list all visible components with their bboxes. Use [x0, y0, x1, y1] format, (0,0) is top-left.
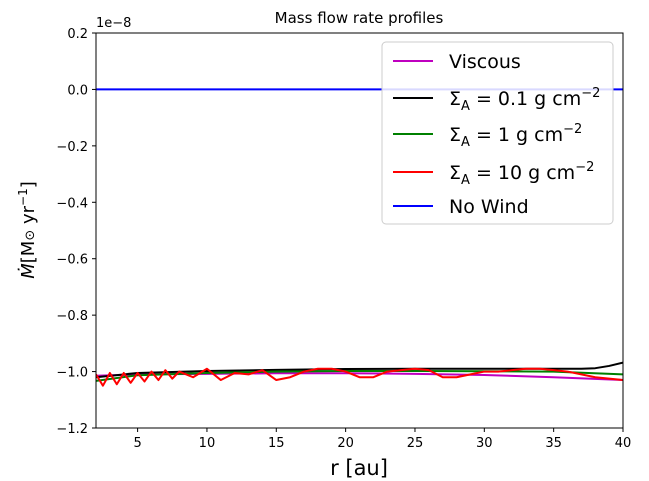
- x-tick-label: 40: [615, 436, 632, 451]
- y-axis-label: Ṁ[M⊙ yr−1]: [16, 181, 39, 279]
- y-tick-label: −0.6: [56, 253, 88, 268]
- y-tick-label: 0.2: [67, 27, 88, 42]
- plot-area: [96, 88, 623, 387]
- x-tick-label: 5: [133, 436, 141, 451]
- x-tick-label: 30: [476, 436, 493, 451]
- y-tick-label: −1.0: [56, 366, 88, 381]
- y-tick-label: −0.8: [56, 309, 88, 324]
- legend-label-3: ΣA = 10 g cm−2: [449, 160, 594, 188]
- legend-label-0: Viscous: [449, 51, 521, 73]
- x-tick-label: 20: [337, 436, 354, 451]
- x-tick-label: 15: [268, 436, 285, 451]
- plot-frame: [95, 32, 624, 429]
- y-tick-label: −1.2: [56, 422, 88, 437]
- y-tick-label: 0.0: [67, 83, 88, 98]
- legend-label-4: No Wind: [449, 196, 529, 218]
- y-tick-label: −0.4: [56, 196, 88, 211]
- y-offset-label: 1e−8: [96, 16, 131, 31]
- y-axis: 0.2 0.0 −0.2 −0.4 −0.6 −0.8 −1.0 −1.2: [56, 27, 96, 437]
- legend-box: [381, 41, 614, 225]
- series-line-1: [96, 361, 623, 379]
- x-tick-label: 35: [545, 436, 562, 451]
- legend: Viscous ΣA = 0.1 g cm−2 ΣA = 1 g cm−2 ΣA = …: [381, 41, 614, 225]
- legend-label-2: ΣA = 1 g cm−2: [449, 122, 582, 150]
- legend-label-1: ΣA = 0.1 g cm−2: [449, 86, 600, 114]
- chart-title: Mass flow rate profiles: [275, 9, 444, 27]
- x-tick-label: 25: [407, 436, 424, 451]
- x-axis-label: r [au]: [330, 456, 388, 480]
- y-tick-label: −0.2: [56, 140, 88, 155]
- x-axis: 5 10 15 20 25 30 35 40: [133, 428, 631, 451]
- x-tick-label: 10: [199, 436, 216, 451]
- series-line-3: [96, 367, 623, 387]
